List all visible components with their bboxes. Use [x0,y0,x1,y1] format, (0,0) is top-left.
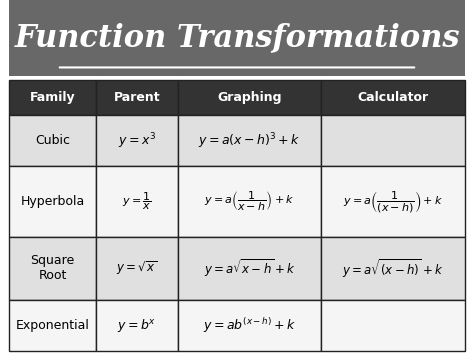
Bar [321,80,465,115]
Bar [9,300,96,351]
Bar [321,166,465,236]
Bar [96,236,178,300]
Bar [96,80,178,115]
Bar [9,115,96,166]
Text: $y = a\sqrt{x-h} + k$: $y = a\sqrt{x-h} + k$ [204,258,295,279]
Bar [96,115,178,166]
Text: $y = a\left(\dfrac{1}{x-h}\right) + k$: $y = a\left(\dfrac{1}{x-h}\right) + k$ [204,190,295,213]
Text: $y = \sqrt{x}$: $y = \sqrt{x}$ [116,260,157,277]
Bar [9,0,465,76]
Text: Exponential: Exponential [16,320,90,332]
Text: Graphing: Graphing [217,91,282,104]
Bar [321,115,465,166]
Bar [96,166,178,236]
Text: $y = a(x-h)^3 + k$: $y = a(x-h)^3 + k$ [199,131,301,151]
Text: $y = \dfrac{1}{x}$: $y = \dfrac{1}{x}$ [122,191,152,212]
Bar [178,115,321,166]
Bar [178,80,321,115]
Text: Hyperbola: Hyperbola [20,195,85,208]
Bar [9,166,96,236]
Text: $y = a\sqrt{(x-h)} + k$: $y = a\sqrt{(x-h)} + k$ [342,257,444,280]
Bar [178,166,321,236]
Bar [9,236,96,300]
Text: $y = x^3$: $y = x^3$ [118,131,156,151]
Text: $y = b^x$: $y = b^x$ [117,317,156,334]
Text: Parent: Parent [114,91,160,104]
Bar [96,300,178,351]
Text: $y = ab^{(x-h)} + k$: $y = ab^{(x-h)} + k$ [203,316,296,335]
Text: Square
Root: Square Root [31,255,75,283]
Bar [178,236,321,300]
Text: Cubic: Cubic [35,134,70,147]
Text: Calculator: Calculator [357,91,428,104]
Bar [321,300,465,351]
Text: $y = a\left(\dfrac{1}{(x-h)}\right) + k$: $y = a\left(\dfrac{1}{(x-h)}\right) + k$ [343,189,443,214]
Bar [178,300,321,351]
Bar [321,236,465,300]
Text: Family: Family [30,91,75,104]
Bar [9,80,96,115]
Text: Function Transformations: Function Transformations [14,23,460,54]
